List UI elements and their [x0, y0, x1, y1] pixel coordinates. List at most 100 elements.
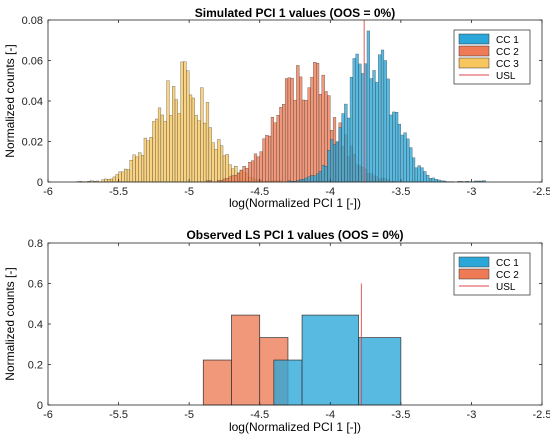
histogram-bar [138, 152, 142, 183]
histogram-bar [256, 156, 260, 183]
x-tick-label: -2.5 [533, 409, 550, 421]
histogram-bar [332, 144, 337, 183]
x-tick-label: -4 [325, 409, 335, 421]
histogram-bar [174, 99, 179, 183]
histogram-bar [403, 132, 407, 183]
histogram-bar [355, 53, 359, 183]
x-tick-label: -6 [43, 409, 53, 421]
histogram-bar [225, 154, 229, 183]
histogram-bar [316, 173, 320, 183]
histogram-bar [115, 174, 119, 183]
histogram-bar [107, 179, 111, 183]
histogram-bar [135, 156, 139, 183]
histogram-bar [279, 107, 283, 183]
histogram-bar [132, 154, 136, 183]
histogram-bar [194, 115, 198, 183]
histogram-bar [304, 100, 308, 183]
histogram-bar [152, 121, 156, 183]
legend-swatch [458, 57, 490, 69]
histogram-bar [428, 178, 433, 183]
histogram-bar [397, 123, 402, 183]
histogram-bar [301, 314, 359, 406]
x-tick-label: -5.5 [109, 409, 128, 421]
y-tick-label: 0.2 [28, 360, 43, 372]
histogram-bar [268, 135, 272, 183]
histogram-bar [222, 178, 226, 183]
histogram-bar [290, 77, 294, 183]
histogram-bar [276, 115, 280, 183]
histogram-bar [253, 153, 258, 183]
histogram-bar [282, 104, 286, 183]
legend-label: CC 3 [496, 59, 519, 70]
histogram-bar [318, 171, 322, 183]
legend-swatch [458, 45, 490, 57]
histogram-bar [299, 76, 303, 183]
histogram-bar [129, 159, 133, 183]
x-tick-label: -5 [184, 186, 194, 198]
histogram-bar [228, 176, 232, 183]
x-axis-label: log(Normalized PCI 1 [-]) [229, 420, 361, 434]
histogram-bar [313, 175, 317, 183]
histogram-bar [358, 63, 362, 183]
histogram-bar [124, 168, 128, 183]
x-tick-label: -4 [325, 186, 335, 198]
y-tick-label: 0 [37, 177, 43, 189]
histogram-bar [200, 87, 204, 183]
x-tick-label: -2.5 [533, 186, 550, 198]
histogram-bar [214, 149, 218, 183]
histogram-bar [172, 86, 176, 183]
histogram-bar [318, 94, 322, 183]
histogram-bar [217, 139, 221, 183]
x-axis-label: log(Normalized PCI 1 [-]) [229, 196, 361, 210]
histogram-bar [259, 151, 263, 183]
histogram-bar [420, 167, 424, 183]
histogram-bar [284, 78, 289, 183]
histogram-bar [202, 359, 232, 406]
y-axis-label: Normalized counts [-] [3, 44, 17, 157]
legend-label: CC 1 [496, 35, 519, 46]
histogram-bar [262, 138, 266, 183]
y-tick-label: 0.06 [22, 56, 43, 68]
histogram-bar [358, 337, 402, 406]
histogram-bar [205, 102, 210, 183]
histogram-bar [157, 107, 162, 183]
x-tick-label: -6 [43, 186, 53, 198]
histogram-bar [406, 138, 410, 183]
histogram-bar [287, 77, 291, 183]
histogram-bar [423, 171, 427, 183]
x-tick-label: -3.5 [391, 186, 410, 198]
histogram-bar [177, 113, 181, 183]
histogram-bar [386, 78, 390, 183]
histogram-bar [121, 171, 125, 183]
y-tick-label: 0.08 [22, 15, 43, 27]
histogram-bar [327, 150, 331, 183]
x-tick-label: -4.5 [250, 409, 269, 421]
histogram-bar [366, 30, 370, 183]
legend-swatch [458, 256, 490, 268]
x-tick-label: -3 [467, 409, 477, 421]
histogram-bar [234, 174, 238, 183]
histogram-bar [211, 142, 215, 183]
y-tick-label: 0 [37, 400, 43, 412]
legend-swatch [458, 33, 490, 45]
histogram-bar [400, 134, 404, 183]
histogram-bar [236, 173, 241, 183]
histogram-bar [414, 167, 418, 183]
histogram-bar [104, 178, 108, 183]
histogram-bar [242, 166, 246, 183]
legend-label: CC 1 [496, 258, 519, 269]
histogram-bar [222, 155, 226, 183]
histogram-bar [293, 100, 297, 183]
histogram-bar [392, 111, 396, 183]
x-tick-label: -5 [184, 409, 194, 421]
histogram-bar [310, 76, 314, 183]
histogram-bar [378, 54, 382, 183]
histogram-bar [321, 165, 325, 183]
histogram-bar [273, 122, 277, 183]
histogram-bar [409, 147, 413, 183]
histogram-bar [166, 80, 170, 183]
legend-label: USL [496, 71, 516, 82]
y-tick-label: 0.4 [28, 319, 43, 331]
